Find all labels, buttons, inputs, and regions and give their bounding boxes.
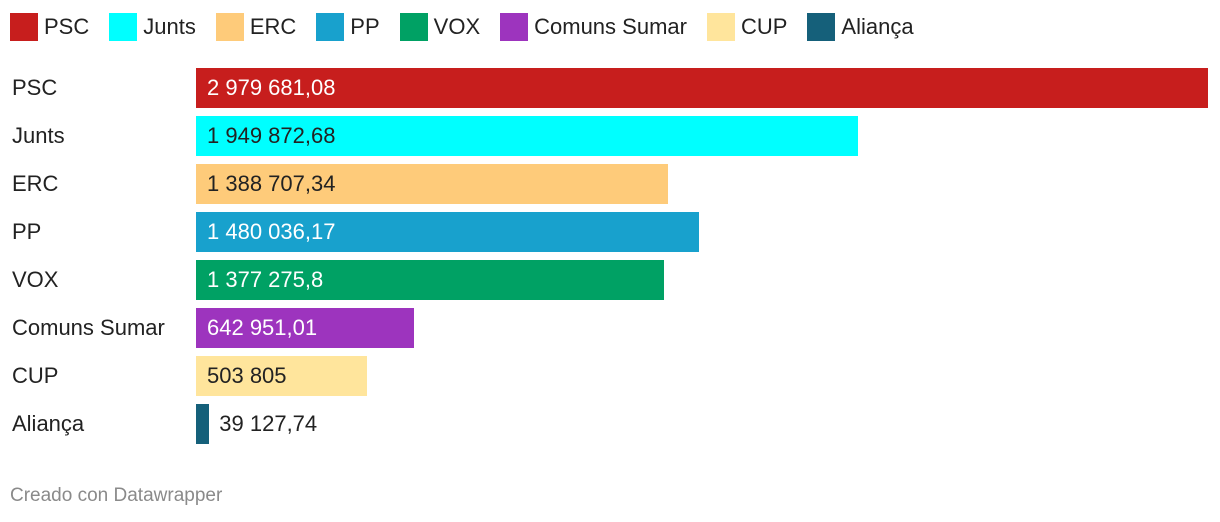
bar-alianca — [196, 404, 210, 444]
value-label-cup: 503 805 — [207, 363, 287, 388]
bar-chart: PSC 2 979 681,08 Junts 1 949 872,68 ERC 1 388… — [12, 68, 1208, 444]
bar-erc — [196, 164, 668, 204]
legend-label: PSC — [44, 14, 90, 39]
category-label-vox: VOX — [12, 267, 59, 292]
legend-swatch — [316, 13, 345, 41]
legend-label: Junts — [143, 14, 196, 39]
category-label-erc: ERC — [12, 171, 59, 196]
legend-label: VOX — [433, 14, 481, 39]
legend-swatch — [10, 13, 38, 41]
legend-label: PP — [350, 14, 380, 39]
value-label-pp: 1 480 036,17 — [207, 219, 336, 244]
legend-label: ERC — [249, 14, 297, 39]
legend-label: CUP — [740, 14, 788, 39]
legend-swatch — [500, 13, 529, 41]
bar-pp — [196, 212, 699, 252]
category-label-pp: PP — [12, 219, 42, 244]
legend-item-junts: Junts — [109, 13, 196, 41]
legend-item-erc: ERC — [215, 13, 297, 41]
legend-swatch — [706, 13, 735, 41]
legend-swatch — [215, 13, 244, 41]
legend-swatch — [399, 13, 428, 41]
category-label-alianca: Aliança — [12, 411, 85, 436]
bar-cup — [196, 356, 368, 396]
category-label-comuns-sumar: Comuns Sumar — [12, 315, 165, 340]
bar-psc — [196, 68, 1208, 108]
value-label-comuns-sumar: 642 951,01 — [207, 315, 318, 340]
value-label-alianca: 39 127,74 — [219, 411, 318, 436]
legend-label: Aliança — [841, 14, 914, 39]
value-label-vox: 1 377 275,8 — [207, 267, 324, 292]
footer-credit: Creado con Datawrapper — [10, 485, 223, 506]
legend-swatch — [109, 13, 138, 41]
legend-swatch — [807, 13, 836, 41]
category-label-psc: PSC — [12, 75, 58, 100]
value-label-junts: 1 949 872,68 — [207, 123, 336, 148]
legend-item-alianca: Aliança — [807, 13, 914, 41]
legend-item-cup: CUP — [706, 13, 788, 41]
value-label-erc: 1 388 707,34 — [207, 171, 336, 196]
legend-item-comuns-sumar: Comuns Sumar — [500, 13, 687, 41]
value-label-psc: 2 979 681,08 — [207, 75, 336, 100]
chart-legend: PSC Junts ERC PP VOX Comuns Sumar CUP Aliança — [10, 12, 934, 42]
category-label-cup: CUP — [12, 363, 59, 388]
legend-item-pp: PP — [316, 13, 380, 41]
bar-junts — [196, 116, 859, 156]
legend-label: Comuns Sumar — [534, 14, 687, 39]
legend-item-vox: VOX — [399, 13, 481, 41]
category-label-junts: Junts — [12, 123, 65, 148]
legend-item-psc: PSC — [10, 13, 89, 41]
bar-vox — [196, 260, 664, 300]
bar-comuns-sumar — [196, 308, 415, 348]
